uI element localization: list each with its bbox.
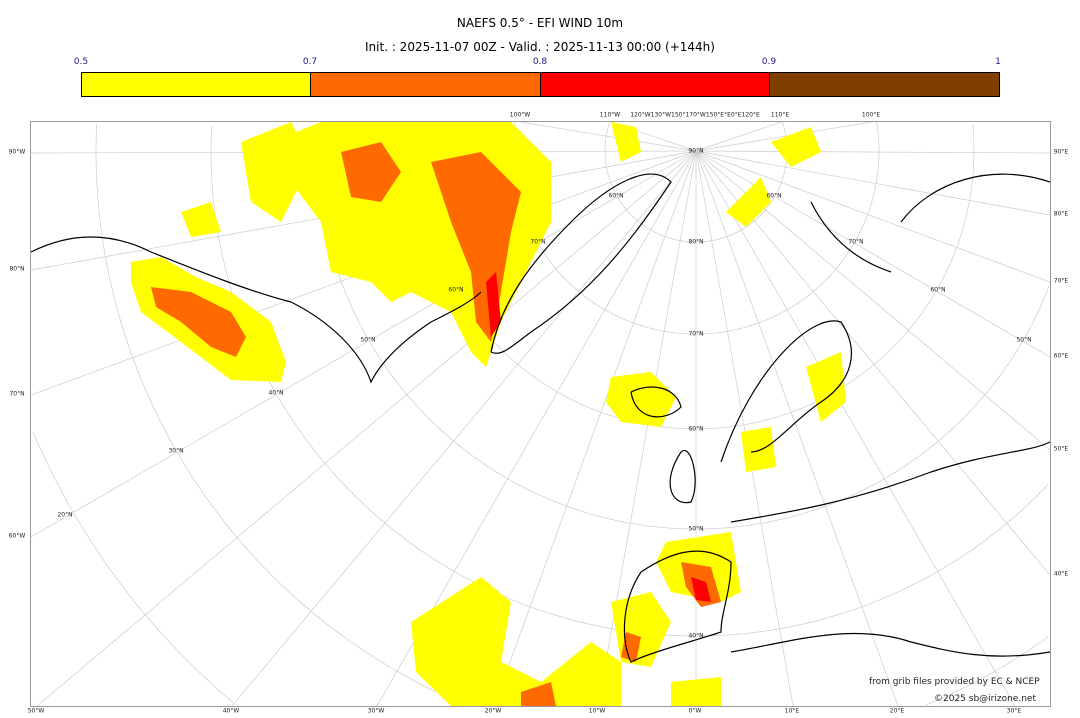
colorbar-segment (769, 73, 999, 96)
axis-label: 40°E (1053, 570, 1069, 578)
axis-label: 10°W (588, 707, 606, 715)
colorbar-tick: 0.8 (532, 57, 548, 67)
map-area: 90°N 80°N 70°N 60°N 50°N 40°N 60°N 70°N … (30, 121, 1051, 707)
grid-label: 30°N (168, 447, 184, 455)
axis-label: 120°W130°W150°170°W150°E°E0°E120°E (630, 111, 760, 119)
axis-label: 90°W (8, 148, 26, 156)
grid-label: 80°N (688, 238, 704, 246)
axis-label: 70°N (9, 390, 25, 398)
axis-label: 60°E (1053, 352, 1069, 360)
parallel-line (32, 432, 234, 703)
axis-label: 30°W (367, 707, 385, 715)
parallel-line (972, 124, 975, 151)
grid-label: 40°N (688, 632, 704, 640)
axis-label: 110°W (599, 111, 621, 119)
coastlines (31, 173, 1050, 663)
grid-label: 40°N (268, 389, 284, 397)
colorbar-tick: 0.7 (302, 57, 318, 67)
chart-title: NAEFS 0.5° - EFI WIND 10m (456, 16, 624, 30)
axis-label: 90°E (1053, 148, 1069, 156)
grid-label: 90°N (688, 147, 704, 155)
axis-label: 110°E (770, 111, 790, 119)
axis-label: 60°W (8, 532, 26, 540)
colorbar (81, 72, 1000, 97)
axis-label: 100°E (861, 111, 881, 119)
grid-label: 70°N (688, 330, 704, 338)
axis-label: 0°W (688, 707, 702, 715)
colorbar-segment (311, 73, 541, 96)
grid-label: 70°N (530, 238, 546, 246)
graticule (31, 122, 1050, 706)
axis-label: 100°W (509, 111, 531, 119)
map-canvas (31, 122, 1050, 706)
axis-label: 50°E (1053, 445, 1069, 453)
parallel-line (95, 124, 467, 706)
axis-label: 50°W (27, 707, 45, 715)
parallel-line (876, 122, 880, 151)
grid-label: 20°N (57, 511, 73, 519)
axis-label: 20°E (889, 707, 905, 715)
axis-label: 70°E (1053, 277, 1069, 285)
colorbar-tick: 0.5 (73, 57, 89, 67)
grid-label: 60°N (688, 425, 704, 433)
efi-shading (131, 122, 846, 706)
grid-label: 50°N (688, 525, 704, 533)
copyright: ©2025 sb@irizone.net (934, 694, 1036, 704)
grid-label: 50°N (360, 336, 376, 344)
grid-label: 50°N (1016, 336, 1032, 344)
parallel-line (317, 124, 1050, 530)
grid-label: 60°N (930, 286, 946, 294)
grid-label: 60°N (608, 192, 624, 200)
grid-label: 60°N (766, 192, 782, 200)
colorbar-segment (540, 73, 770, 96)
axis-label: 20°W (484, 707, 502, 715)
axis-label: 80°N (9, 265, 25, 273)
axis-label: 40°W (222, 707, 240, 715)
axis-label: 10°E (784, 707, 800, 715)
axis-label: 30°E (1006, 707, 1022, 715)
parallel-line (604, 122, 788, 243)
grid-label: 60°N (448, 286, 464, 294)
colorbar-segment (82, 73, 312, 96)
colorbar-tick: 1 (995, 57, 1001, 67)
chart-subtitle: Init. : 2025-11-07 00Z - Valid. : 2025-1… (365, 40, 715, 54)
axis-label: 80°E (1053, 210, 1069, 218)
colorbar-tick: 0.9 (761, 57, 777, 67)
data-credit: from grib files provided by EC & NCEP (869, 677, 1040, 687)
grid-label: 70°N (848, 238, 864, 246)
parallel-line (925, 636, 1049, 706)
